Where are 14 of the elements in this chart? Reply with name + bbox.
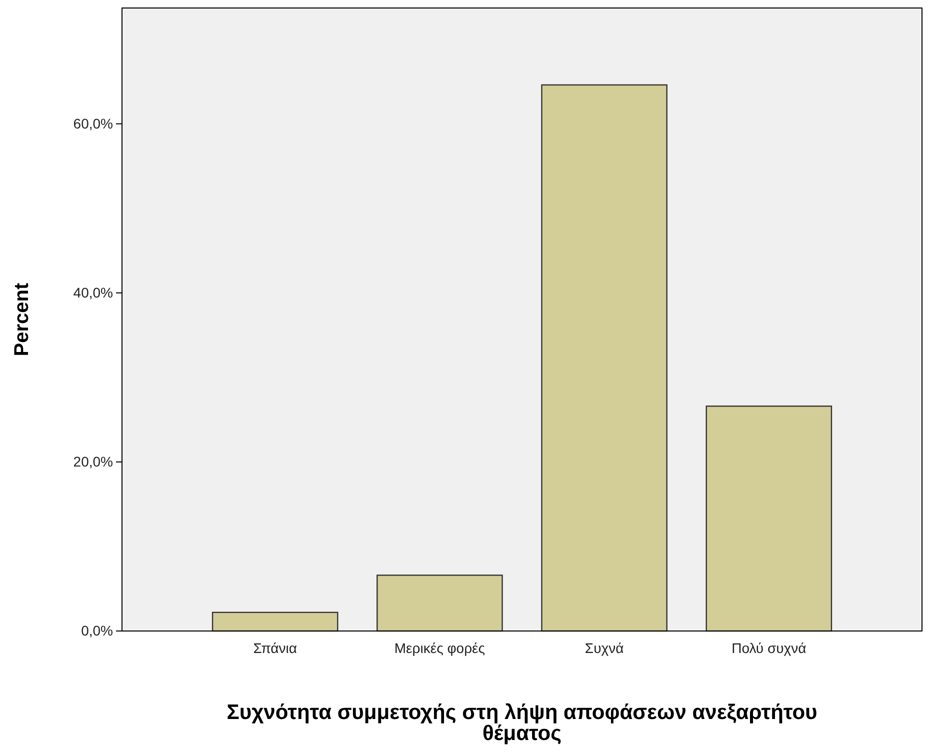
x-tick-label: Συχνά xyxy=(584,640,624,656)
y-tick-label: 20,0% xyxy=(73,453,113,470)
y-tick-label: 60,0% xyxy=(73,115,113,132)
y-axis-title: Percent xyxy=(11,282,33,356)
x-axis-title: Συχνότητα συμμετοχής στη λήψη αποφάσεων ανεξαρτήτου θέματος xyxy=(226,701,818,745)
y-tick-label: 40,0% xyxy=(73,284,113,300)
x-tick-label: Πολύ συχνά xyxy=(732,640,806,656)
x-tick-label: Σπάνια xyxy=(253,640,297,656)
bar xyxy=(212,612,338,632)
bar xyxy=(541,84,668,632)
bar xyxy=(706,406,832,632)
x-tick-label: Μερικές φορές xyxy=(394,640,486,656)
y-tick-label: 0,0% xyxy=(81,622,113,638)
bar xyxy=(376,574,503,632)
